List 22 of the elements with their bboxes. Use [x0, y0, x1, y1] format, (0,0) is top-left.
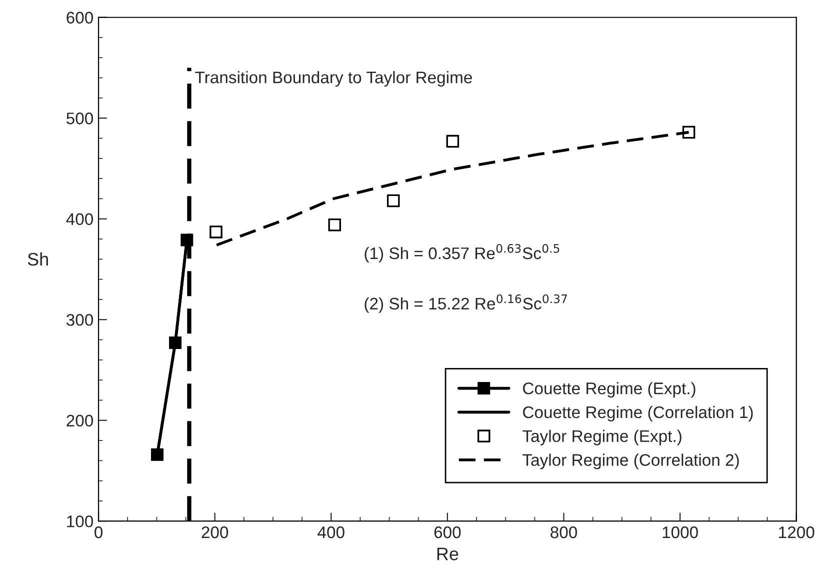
x-tick-label: 200: [202, 526, 228, 538]
legend-label: Taylor Regime (Correlation 2): [522, 454, 739, 470]
y-tick-label: 200: [66, 414, 94, 427]
x-tick-label: 800: [550, 526, 578, 538]
x-tick-label: 400: [318, 526, 344, 538]
legend-label: Couette Regime (Expt.): [523, 382, 696, 398]
y-tick-label: 300: [66, 314, 94, 326]
legend-label: Taylor Regime (Expt.): [522, 430, 682, 446]
x-axis-title: Re: [437, 548, 458, 560]
x-tick-label: 1000: [662, 526, 698, 538]
annotation: (2) Sh = 15.22 Re$^{0.16}$Sc$^{0.37}$: [364, 294, 567, 313]
y-tick-label: 100: [67, 516, 94, 528]
legend-label: Couette Regime (Correlation 1): [523, 406, 753, 422]
y-tick-label: 500: [66, 112, 94, 124]
annotation: Transition Boundary to Taylor Regime: [195, 71, 472, 87]
y-tick-label: 600: [66, 12, 94, 24]
y-axis-title: Sh: [28, 252, 48, 266]
x-tick-label: 600: [434, 526, 461, 538]
annotation: (1) Sh = 0.357 Re$^{0.63}$Sc$^{0.5}$: [364, 244, 560, 262]
x-tick-label: 1200: [779, 526, 814, 538]
x-tick-label: 0: [94, 526, 103, 538]
y-tick-label: 400: [66, 213, 94, 226]
